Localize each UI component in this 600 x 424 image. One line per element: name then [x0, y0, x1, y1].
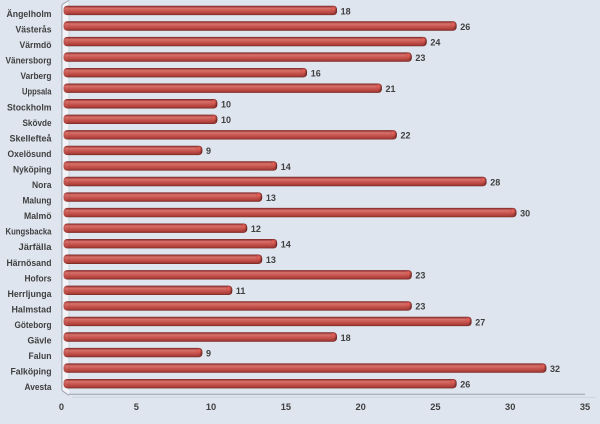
svg-text:Uppsala: Uppsala — [22, 87, 52, 98]
svg-text:15: 15 — [281, 402, 291, 412]
svg-text:14: 14 — [281, 162, 291, 172]
svg-text:18: 18 — [341, 333, 351, 343]
svg-text:28: 28 — [490, 177, 500, 187]
svg-text:14: 14 — [281, 240, 291, 250]
svg-text:21: 21 — [386, 84, 396, 94]
svg-text:25: 25 — [430, 402, 440, 412]
svg-text:32: 32 — [550, 364, 560, 374]
svg-text:Falköping: Falköping — [11, 367, 52, 378]
svg-text:Herrljunga: Herrljunga — [8, 289, 53, 300]
svg-text:Nyköping: Nyköping — [13, 164, 52, 175]
svg-text:Avesta: Avesta — [25, 382, 53, 393]
svg-text:12: 12 — [251, 224, 261, 234]
svg-text:Nora: Nora — [32, 180, 52, 191]
svg-text:13: 13 — [266, 193, 276, 203]
svg-text:18: 18 — [341, 6, 351, 16]
svg-text:24: 24 — [430, 37, 440, 47]
svg-text:Vänersborg: Vänersborg — [6, 56, 52, 67]
svg-text:35: 35 — [580, 402, 590, 412]
svg-text:Värmdö: Värmdö — [20, 40, 52, 51]
svg-text:Falun: Falun — [29, 351, 52, 362]
svg-text:Gävle: Gävle — [28, 336, 52, 347]
svg-text:23: 23 — [415, 302, 425, 312]
svg-text:Malmö: Malmö — [24, 211, 52, 222]
svg-text:Oxelösund: Oxelösund — [8, 149, 52, 160]
svg-text:Härnösand: Härnösand — [7, 258, 52, 269]
svg-text:Malung: Malung — [23, 196, 52, 207]
svg-text:Skövde: Skövde — [23, 118, 52, 129]
svg-text:9: 9 — [206, 348, 211, 358]
svg-text:0: 0 — [59, 402, 64, 412]
svg-text:Göteborg: Göteborg — [15, 320, 52, 331]
svg-text:13: 13 — [266, 255, 276, 265]
svg-text:23: 23 — [415, 271, 425, 281]
svg-text:26: 26 — [460, 22, 470, 32]
svg-text:26: 26 — [460, 379, 470, 389]
svg-text:Ängelholm: Ängelholm — [7, 9, 52, 20]
svg-text:Järfälla: Järfälla — [19, 242, 53, 253]
svg-text:Kungsbacka: Kungsbacka — [6, 227, 53, 238]
svg-text:22: 22 — [400, 131, 410, 141]
svg-text:30: 30 — [520, 208, 530, 218]
svg-text:Varberg: Varberg — [21, 71, 52, 82]
svg-text:5: 5 — [134, 402, 139, 412]
svg-text:11: 11 — [236, 286, 246, 296]
svg-text:Stockholm: Stockholm — [7, 102, 52, 113]
svg-text:10: 10 — [221, 115, 231, 125]
svg-text:10: 10 — [206, 402, 216, 412]
svg-text:Västerås: Västerås — [16, 25, 52, 36]
svg-text:16: 16 — [311, 68, 321, 78]
svg-text:Halmstad: Halmstad — [12, 304, 52, 315]
svg-text:27: 27 — [475, 317, 485, 327]
svg-text:23: 23 — [415, 53, 425, 63]
svg-text:10: 10 — [221, 100, 231, 110]
svg-text:30: 30 — [505, 402, 515, 412]
svg-text:9: 9 — [206, 146, 211, 156]
svg-text:Skellefteå: Skellefteå — [10, 133, 53, 144]
svg-text:Hofors: Hofors — [25, 273, 52, 284]
svg-text:20: 20 — [355, 402, 365, 412]
